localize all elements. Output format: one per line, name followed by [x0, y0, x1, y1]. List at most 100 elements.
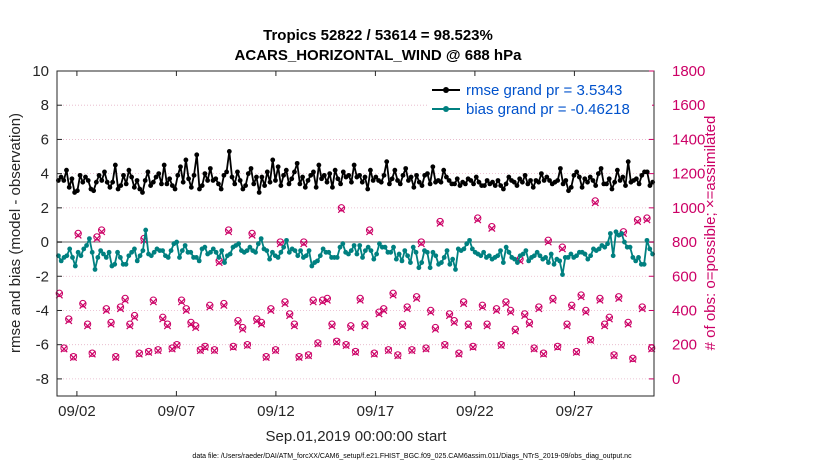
- bias-point: [506, 249, 512, 255]
- obs-possible-point: [121, 294, 129, 303]
- obs-assimilated-stroke: [210, 347, 219, 355]
- rmse-point: [528, 178, 533, 183]
- rmse-point: [419, 183, 425, 189]
- obs-assimilated-point: [347, 323, 355, 332]
- rmse-point: [517, 176, 523, 182]
- bias-point: [438, 260, 444, 265]
- bias-point: [382, 244, 388, 250]
- legend: rmse grand pr = 3.5343 bias grand pr = -…: [428, 78, 652, 122]
- obs-assimilated-point: [88, 350, 96, 358]
- bias-point: [253, 249, 258, 255]
- obs-possible-point: [459, 298, 468, 306]
- obs-assimilated-point: [643, 216, 651, 224]
- obs-possible-point: [220, 299, 228, 308]
- bias-point: [534, 249, 540, 255]
- x-tick-label: 09/07: [158, 403, 196, 420]
- obs-assimilated-point: [182, 306, 190, 315]
- obs-possible-point: [502, 298, 510, 306]
- rmse-point: [169, 183, 175, 189]
- rmse-point: [321, 172, 327, 178]
- rmse-point: [368, 167, 373, 173]
- bias-point: [101, 251, 106, 257]
- rmse-point: [161, 162, 167, 168]
- rmse-point: [69, 176, 75, 182]
- obs-assimilated-point: [389, 291, 397, 299]
- bias-point: [464, 241, 470, 247]
- rmse-point: [207, 166, 213, 171]
- obs-possible-point: [177, 296, 186, 304]
- bias-point: [320, 246, 326, 252]
- obs-assimilated-stroke: [290, 322, 299, 330]
- rmse-point: [495, 178, 501, 183]
- obs-assimilated-point: [384, 347, 393, 355]
- obs-assimilated-point: [177, 298, 186, 306]
- rmse-point: [484, 178, 490, 183]
- obs-assimilated-stroke: [286, 311, 294, 320]
- rmse-point: [180, 179, 186, 185]
- rmse-point: [292, 169, 297, 175]
- rmse-point: [129, 174, 135, 180]
- y-left-tick-label: -8: [36, 371, 49, 388]
- obs-possible-point: [135, 349, 143, 357]
- obs-assimilated-point: [135, 350, 143, 358]
- rmse-point: [112, 162, 118, 168]
- bias-point: [168, 248, 174, 254]
- rmse-point: [381, 172, 387, 178]
- obs-assimilated-stroke: [596, 296, 604, 304]
- obs-assimilated-stroke: [384, 347, 393, 355]
- bias-point: [210, 246, 216, 252]
- obs-assimilated-point: [102, 306, 110, 315]
- rmse-point: [316, 162, 322, 168]
- obs-possible-point: [323, 294, 331, 303]
- rmse-point: [137, 186, 143, 192]
- rmse-point: [530, 184, 536, 190]
- bias-point: [430, 249, 436, 255]
- obs-possible-point: [431, 323, 440, 332]
- obs-possible-point: [97, 226, 106, 234]
- obs-possible-point: [474, 214, 482, 222]
- obs-possible-point: [572, 347, 581, 356]
- obs-assimilated-point: [441, 341, 449, 350]
- bias-point: [75, 249, 81, 255]
- bias-point: [588, 253, 594, 259]
- rmse-point: [191, 172, 197, 178]
- rmse-point: [522, 172, 528, 178]
- bias-point: [64, 253, 70, 259]
- rmse-point: [506, 174, 512, 180]
- obs-assimilated-stroke: [69, 353, 78, 362]
- bias-series: [56, 227, 655, 277]
- bias-point: [405, 253, 410, 259]
- bias-point: [227, 251, 233, 257]
- bias-point: [92, 267, 98, 272]
- obs-possible-point: [497, 340, 505, 349]
- obs-assimilated-stroke: [154, 347, 162, 355]
- obs-assimilated-stroke: [361, 322, 369, 330]
- obs-assimilated-point: [610, 352, 618, 360]
- bias-point: [72, 263, 78, 269]
- rmse-point: [579, 184, 585, 190]
- rmse-point: [571, 172, 577, 178]
- y-right-tick-label: 0: [672, 371, 680, 388]
- rmse-point: [74, 188, 80, 194]
- obs-assimilated-point: [295, 353, 303, 362]
- rmse-point: [636, 181, 642, 187]
- y-right-tick-label: 1800: [672, 63, 705, 80]
- rmse-point: [644, 169, 650, 175]
- rmse-point: [235, 169, 240, 175]
- bias-point: [515, 260, 520, 265]
- obs-assimilated-stroke: [220, 301, 228, 309]
- obs-assimilated-stroke: [314, 340, 322, 348]
- obs-possible-point: [267, 305, 275, 313]
- rmse-point: [254, 174, 259, 180]
- obs-assimilated-stroke: [497, 341, 505, 350]
- obs-possible-point: [582, 306, 590, 315]
- obs-possible-point: [521, 310, 529, 318]
- obs-possible-point: [351, 347, 360, 356]
- obs-assimilated-stroke: [323, 296, 331, 304]
- obs-assimilated-stroke: [554, 343, 562, 351]
- bias-point: [523, 248, 529, 254]
- bias-point: [551, 261, 557, 267]
- bias-point: [427, 265, 433, 271]
- y-right-tick-label: 200: [672, 337, 697, 354]
- rmse-point: [625, 159, 631, 165]
